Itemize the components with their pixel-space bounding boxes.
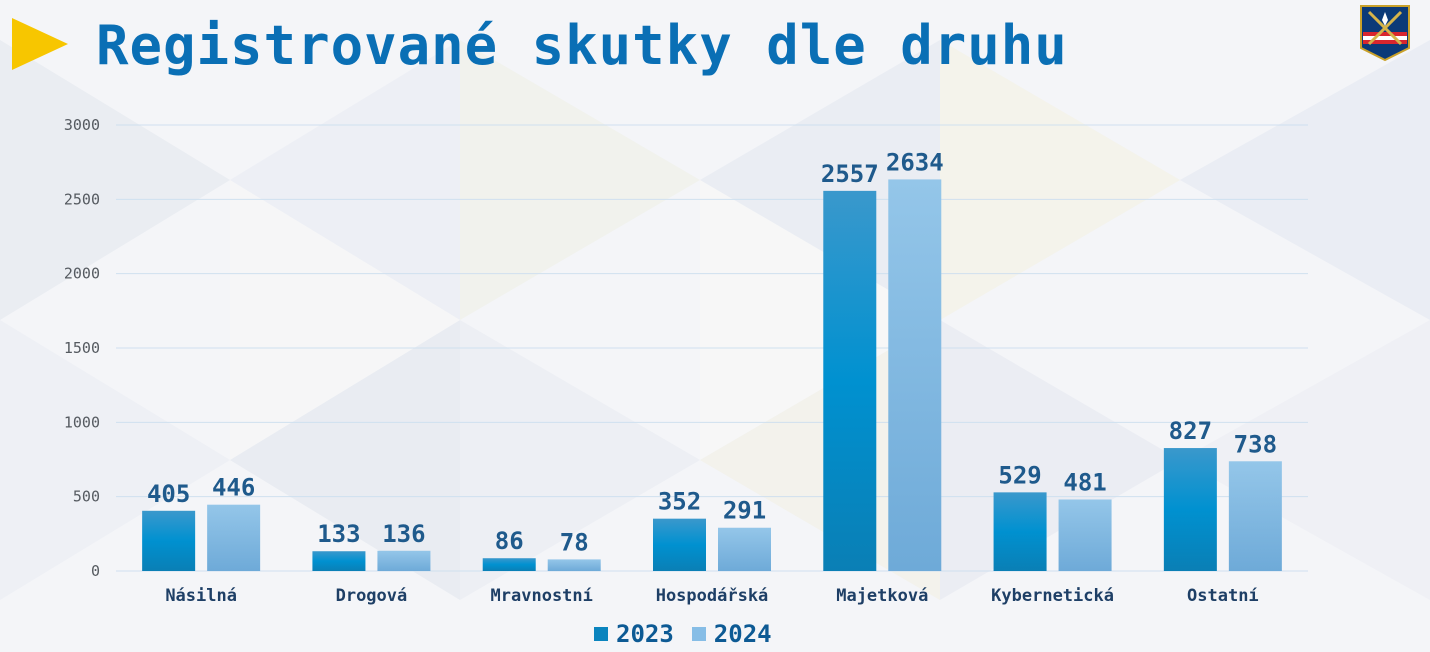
legend-swatch-2023 [594,627,608,641]
legend-item-2024: 2024 [691,620,772,648]
bar-2023 [1163,448,1217,571]
bar-2024 [1058,499,1112,571]
data-label: 446 [212,474,255,502]
data-label: 529 [998,461,1041,489]
x-tick-label: Mravnostní [491,586,593,606]
bar-2024 [1228,461,1282,571]
y-tick-label: 500 [73,488,100,506]
data-label: 133 [317,520,360,548]
chart-legend: 2023 2024 [594,620,772,648]
legend-swatch-2024 [691,627,706,641]
data-label: 291 [723,497,766,525]
data-label: 481 [1063,468,1106,496]
y-tick-label: 0 [91,562,100,580]
bar-2024 [547,559,601,571]
data-label: 405 [147,480,190,508]
y-tick-label: 2000 [64,265,100,283]
x-tick-label: Drogová [336,586,408,606]
data-label: 136 [382,520,425,548]
legend-item-2023: 2023 [594,620,674,648]
x-tick-label: Ostatní [1187,586,1259,606]
bar-2024 [377,550,431,571]
bar-2023 [312,551,366,571]
bar-2023 [653,518,706,571]
bar-2024 [207,504,261,571]
data-label: 738 [1234,430,1277,458]
data-label: 78 [560,528,589,556]
y-tick-label: 2500 [64,190,100,208]
data-label: 2557 [821,160,879,188]
legend-label-2023: 2023 [616,620,674,648]
x-tick-label: Násilná [165,586,237,606]
bar-2024 [888,179,942,572]
bar-2023 [823,190,877,572]
bar-2024 [718,527,771,571]
title-arrow-icon [12,18,68,70]
data-label: 352 [658,488,701,516]
legend-label-2024: 2024 [713,620,772,648]
y-tick-label: 1500 [64,339,100,357]
y-tick-label: 1000 [64,413,100,431]
bar-2023 [482,558,536,571]
x-tick-label: Majetková [836,586,928,606]
x-tick-label: Kybernetická [991,586,1114,606]
y-tick-label: 3000 [64,116,100,134]
bar-2023 [142,510,196,571]
data-label: 86 [495,527,524,555]
data-label: 827 [1169,417,1212,445]
page-title: Registrované skutky dle druhu [96,14,1068,77]
bar-2023 [993,492,1047,571]
x-tick-label: Hospodářská [656,586,769,606]
police-emblem-icon [1360,5,1410,62]
data-label: 2634 [886,148,944,176]
